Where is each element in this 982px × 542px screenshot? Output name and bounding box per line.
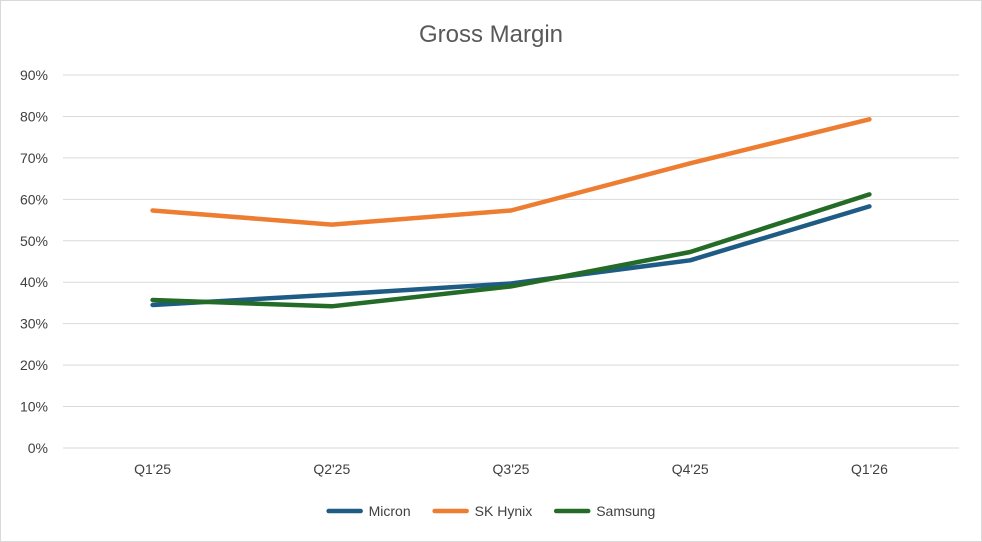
legend-item-micron: Micron — [326, 503, 411, 519]
y-tick-label: 60% — [20, 191, 48, 207]
x-tick-label: Q3'25 — [493, 461, 530, 477]
y-tick-label: 70% — [20, 150, 48, 166]
legend-label: Samsung — [596, 503, 655, 519]
y-tick-label: 10% — [20, 399, 48, 415]
y-tick-label: 0% — [28, 440, 48, 456]
series-line-micron — [150, 204, 872, 308]
legend-item-sk-hynix: SK Hynix — [432, 503, 533, 519]
y-tick-label: 50% — [20, 233, 48, 249]
series-line-samsung — [150, 192, 872, 309]
series-line-sk-hynix — [150, 117, 872, 227]
x-tick-label: Q1'25 — [134, 461, 171, 477]
legend-label: Micron — [369, 503, 411, 519]
y-axis-tick-labels: 0% 10% 20% 30% 40% 50% 60% 70% 80% 90% — [20, 67, 48, 456]
chart-title: Gross Margin — [419, 21, 563, 48]
y-tick-label: 30% — [20, 316, 48, 332]
y-tick-label: 80% — [20, 108, 48, 124]
legend-label: SK Hynix — [475, 503, 533, 519]
y-tick-label: 40% — [20, 274, 48, 290]
legend-item-samsung: Samsung — [553, 503, 655, 519]
x-tick-label: Q2'25 — [313, 461, 350, 477]
x-axis-tick-labels: Q1'25 Q2'25 Q3'25 Q4'25 Q1'26 — [134, 461, 888, 477]
x-tick-label: Q1'26 — [851, 461, 888, 477]
series-lines — [150, 117, 872, 309]
y-tick-label: 90% — [20, 67, 48, 83]
y-tick-label: 20% — [20, 357, 48, 373]
x-tick-label: Q4'25 — [672, 461, 709, 477]
legend: Micron SK Hynix Samsung — [326, 503, 655, 519]
